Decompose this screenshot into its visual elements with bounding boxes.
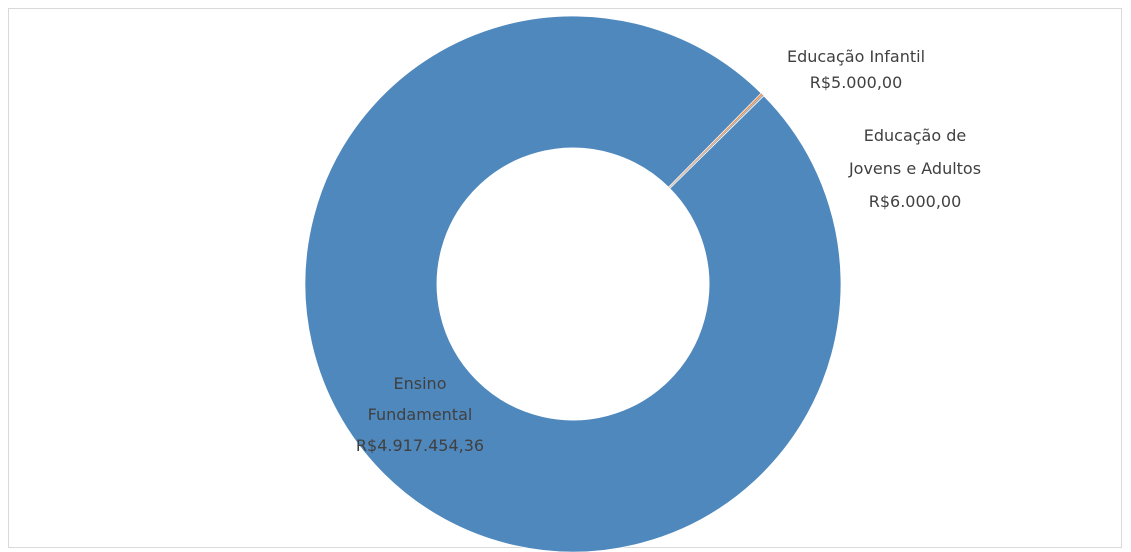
data-label-line: Educação de — [864, 126, 966, 145]
data-label-line: R$5.000,00 — [810, 73, 903, 92]
donut-slices — [304, 15, 842, 552]
data-label-line: Fundamental — [368, 405, 473, 424]
data-label-2: Educação de Jovens e Adultos R$6.000,00 — [848, 126, 981, 211]
data-label-1: Educação Infantil R$5.000,00 — [787, 47, 925, 92]
data-labels: Educação Infantil R$5.000,00 Educação de Jo… — [356, 47, 981, 455]
data-label-line: Ensino — [394, 374, 447, 393]
data-label-line: Jovens e Adultos — [848, 159, 981, 178]
data-label-line: Educação Infantil — [787, 47, 925, 66]
data-label-line: R$4.917.454,36 — [356, 436, 484, 455]
slice-3 — [304, 15, 842, 552]
data-label-3: Ensino Fundamental R$4.917.454,36 — [356, 374, 484, 455]
data-label-line: R$6.000,00 — [869, 192, 962, 211]
